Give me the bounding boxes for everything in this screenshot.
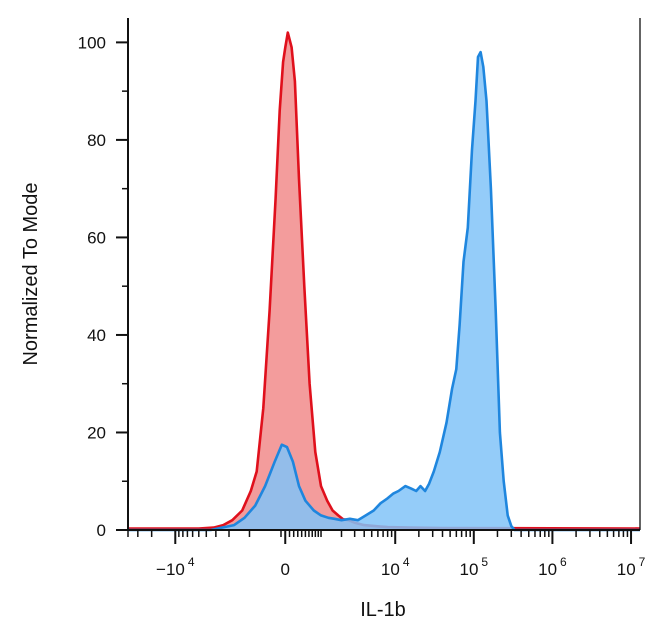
x-tick-label: 0 — [281, 560, 290, 579]
y-tick-label: 40 — [87, 326, 106, 345]
y-tick-label: 20 — [87, 423, 106, 442]
series-2-line — [128, 50, 640, 532]
x-tick-label: 10 5 — [459, 555, 488, 579]
x-tick-label: −10 4 — [156, 555, 195, 579]
plot-series — [128, 31, 641, 532]
x-ticks: −10 4 0 10 4 10 5 10 6 10 7 — [127, 530, 646, 579]
series-1-line — [128, 31, 641, 530]
series-1-area — [128, 32, 640, 530]
x-tick-label: 10 7 — [617, 555, 646, 579]
y-tick-label: 100 — [78, 33, 106, 52]
y-tick-label: 60 — [87, 228, 106, 247]
y-ticks: 0 20 40 60 80 100 — [78, 33, 128, 540]
x-tick-label: 10 4 — [381, 555, 410, 579]
x-axis-title: IL-1b — [360, 599, 406, 621]
x-tick-label: 10 6 — [538, 555, 567, 579]
axes — [127, 18, 641, 531]
y-tick-label: 0 — [97, 521, 106, 540]
y-axis-title: Normalized To Mode — [20, 182, 42, 365]
series-2-area — [128, 52, 640, 530]
y-tick-label: 80 — [87, 131, 106, 150]
